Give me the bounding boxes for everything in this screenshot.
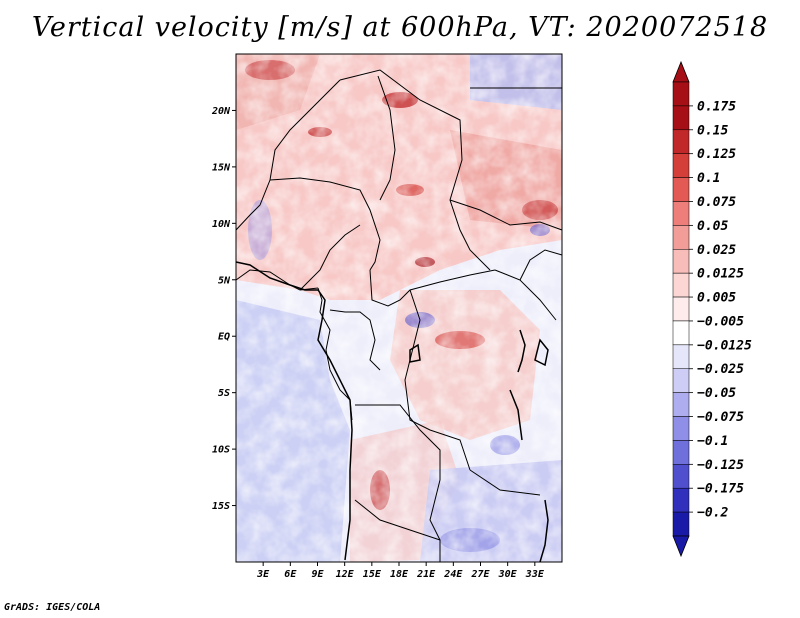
colorbar-label: 0.005 — [697, 291, 736, 306]
colorbar-label: −0.025 — [697, 362, 744, 377]
lat-tick-label: EQ — [218, 332, 230, 343]
coastlines — [235, 261, 549, 563]
lat-tick-label: 5N — [218, 275, 231, 286]
colorbar-segment — [672, 153, 690, 178]
lon-tick-label: 27E — [470, 569, 490, 580]
lon-tick-label: 12E — [336, 569, 355, 580]
lat-tick-label: 15S — [212, 501, 230, 512]
colorbar-label: 0.025 — [697, 243, 736, 258]
plot-frame — [235, 53, 563, 563]
colorbar-label: −0.075 — [697, 410, 744, 425]
colorbar-label: −0.175 — [697, 482, 744, 497]
lat-tick-label: 20N — [211, 106, 231, 117]
lat-tick-label: 5S — [218, 388, 230, 399]
colorbar-segment — [672, 416, 690, 441]
lon-tick-label: 30E — [498, 569, 518, 580]
velocity-field — [236, 54, 562, 562]
colorbar: 0.175 0.15 0.125 0.1 0.075 0.05 0.025 0.0125 0.0… — [672, 60, 752, 558]
colorbar-segment — [672, 249, 690, 274]
colorbar-segment — [672, 440, 690, 465]
lat-tick-label: 10N — [212, 219, 231, 230]
colorbar-label: −0.1 — [697, 434, 728, 449]
colorbar-segment — [672, 225, 690, 250]
lat-tick-label: 10S — [212, 445, 230, 456]
colorbar-label: −0.005 — [697, 314, 744, 329]
colorbar-segment — [672, 487, 690, 513]
lat-tick-label: 15N — [212, 162, 231, 173]
colorbar-label: −0.125 — [697, 458, 744, 473]
colorbar-label: 0.075 — [697, 195, 736, 210]
colorbar-segment — [672, 344, 690, 369]
lon-tick-label: 24E — [443, 569, 463, 580]
lon-tick-label: 15E — [363, 569, 382, 580]
country-boundaries — [235, 69, 563, 562]
colorbar-segment — [672, 105, 690, 131]
colorbar-label: 0.1 — [697, 171, 720, 186]
lon-tick-label: 21E — [416, 569, 436, 580]
lon-tick-label: 9E — [311, 569, 324, 580]
colorbar-segment — [672, 201, 690, 226]
colorbar-segment — [672, 511, 690, 537]
colorbar-label: 0.15 — [697, 123, 728, 138]
colorbar-label: −0.2 — [697, 506, 728, 521]
grads-credit: GrADS: IGES/COLA — [4, 602, 101, 613]
colorbar-segment — [672, 368, 690, 393]
colorbar-segment — [672, 392, 690, 417]
colorbar-segment — [672, 177, 690, 202]
longitude-ticks: 3E 6E 9E 12E 15E 18E 21E 24E 27E 30E 33E — [256, 562, 545, 580]
colorbar-segment — [672, 81, 690, 107]
colorbar-top-arrow — [672, 60, 690, 83]
colorbar-segment — [672, 272, 690, 298]
colorbar-label: 0.125 — [697, 147, 736, 162]
lon-tick-label: 18E — [390, 569, 409, 580]
colorbar-label: −0.05 — [697, 386, 736, 401]
lon-tick-label: 33E — [525, 569, 545, 580]
latitude-ticks: 20N 15N 10N 5N EQ 5S 10S 15S — [211, 106, 236, 512]
colorbar-label: −0.0125 — [697, 338, 752, 353]
colorbar-label: 0.05 — [697, 219, 728, 234]
colorbar-segment — [672, 129, 690, 154]
colorbar-segment — [672, 320, 690, 346]
colorbar-segment — [672, 296, 690, 322]
colorbar-label: 0.175 — [697, 99, 736, 114]
map-title: Vertical velocity [m/s] at 600hPa, VT: 2… — [31, 12, 769, 43]
colorbar-label: 0.0125 — [697, 267, 744, 282]
lon-tick-label: 6E — [284, 569, 297, 580]
colorbar-segment — [672, 464, 690, 489]
colorbar-bottom-arrow — [672, 535, 690, 558]
lon-tick-label: 3E — [256, 569, 270, 580]
